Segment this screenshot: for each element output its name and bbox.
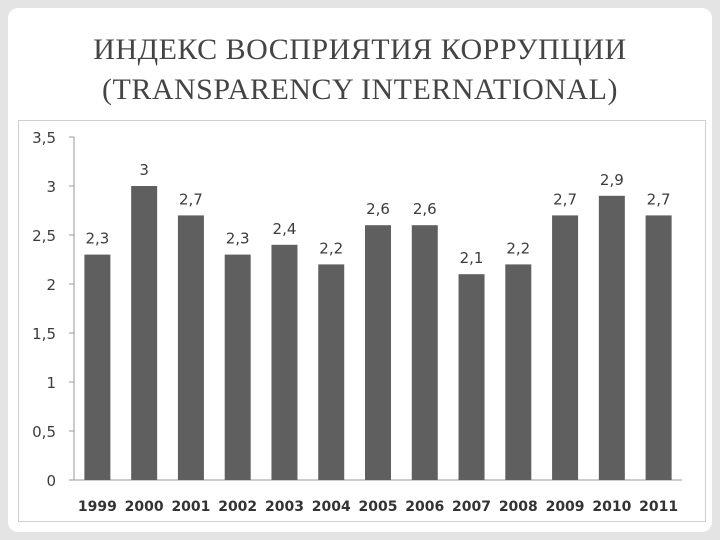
- data-label-2001: 2,7: [179, 190, 203, 208]
- data-label-2009: 2,7: [553, 190, 577, 208]
- data-label-2011: 2,7: [647, 190, 671, 208]
- data-label-2003: 2,4: [273, 220, 297, 238]
- x-tick-label-2000: 2000: [125, 499, 164, 515]
- y-tick-label: 0: [46, 472, 56, 490]
- bar-2006: [411, 225, 438, 480]
- y-tick-label: 2,5: [32, 227, 56, 245]
- x-tick-label-2011: 2011: [639, 499, 678, 515]
- data-label-2000: 3: [139, 161, 149, 179]
- data-label-2008: 2,2: [506, 239, 530, 257]
- bar-2002: [224, 254, 251, 480]
- data-label-2010: 2,9: [600, 171, 624, 189]
- data-label-2002: 2,3: [226, 230, 250, 248]
- y-tick-label: 0,5: [32, 423, 56, 441]
- bar-2005: [365, 225, 391, 480]
- data-labels: 2,3 3 2,7 2,3 2,4 2,2 2,6 2,6 2,1 2,2 2,7 2,9 2,7: [85, 161, 670, 267]
- y-axis-ticks: 0 0,5 1 1,5 2 2,5 3 3,5: [32, 129, 74, 490]
- x-tick-label-2006: 2006: [405, 499, 444, 515]
- bar-2011: [645, 215, 672, 480]
- y-tick-label: 2: [46, 276, 56, 294]
- bar-2003: [271, 244, 298, 480]
- bar-2000: [131, 186, 158, 480]
- x-tick-label-1999: 1999: [78, 499, 117, 515]
- data-label-2007: 2,1: [460, 249, 484, 267]
- x-axis-labels: 1999 2000 2001 2002 2003 2004 2005 2006 2007 2008…: [78, 499, 678, 515]
- bar-2010: [598, 195, 625, 481]
- x-tick-label-2007: 2007: [452, 499, 491, 515]
- data-label-2004: 2,2: [319, 239, 343, 257]
- y-tick-label: 1: [46, 374, 56, 392]
- bar-2009: [552, 215, 579, 480]
- data-label-1999: 2,3: [85, 230, 109, 248]
- x-tick-label-2005: 2005: [359, 499, 398, 515]
- bar-2007: [458, 274, 485, 480]
- bar-2001: [177, 215, 204, 480]
- slide-title-line-2: (TRANSPARENCY INTERNATIONAL): [102, 73, 618, 106]
- x-tick-label-2004: 2004: [312, 499, 351, 515]
- bar-series: [84, 186, 672, 481]
- bar-2004: [318, 264, 345, 480]
- x-tick-label-2002: 2002: [218, 499, 257, 515]
- x-tick-label-2008: 2008: [499, 499, 538, 515]
- bar-2008: [505, 264, 532, 480]
- y-tick-label: 3,5: [32, 129, 56, 147]
- x-tick-label-2010: 2010: [592, 499, 631, 515]
- slide-title-line-1: ИНДЕКС ВОСПРИЯТИЯ КОРРУПЦИИ: [93, 33, 627, 66]
- x-tick-label-2001: 2001: [171, 499, 210, 515]
- data-label-2005: 2,6: [366, 200, 390, 218]
- x-tick-label-2009: 2009: [546, 499, 585, 515]
- x-tick-label-2003: 2003: [265, 499, 304, 515]
- bar-1999: [84, 254, 111, 480]
- data-label-2006: 2,6: [413, 200, 437, 218]
- slide-title: ИНДЕКС ВОСПРИЯТИЯ КОРРУПЦИИ (TRANSPARENC…: [0, 30, 720, 110]
- y-tick-label: 3: [46, 178, 56, 196]
- y-tick-label: 1,5: [32, 325, 56, 343]
